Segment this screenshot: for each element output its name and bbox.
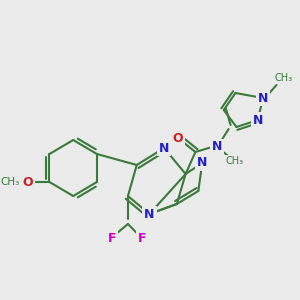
Text: N: N: [159, 142, 169, 154]
Text: N: N: [258, 92, 268, 104]
Text: N: N: [253, 113, 263, 127]
Text: CH₃: CH₃: [1, 177, 20, 187]
Text: O: O: [172, 131, 183, 145]
Text: CH₃: CH₃: [225, 156, 244, 166]
Text: N: N: [212, 140, 222, 154]
Text: F: F: [137, 232, 146, 244]
Text: N: N: [197, 157, 207, 169]
Text: CH₃: CH₃: [274, 73, 292, 83]
Text: O: O: [23, 176, 33, 188]
Text: F: F: [108, 232, 116, 244]
Text: N: N: [144, 208, 154, 220]
